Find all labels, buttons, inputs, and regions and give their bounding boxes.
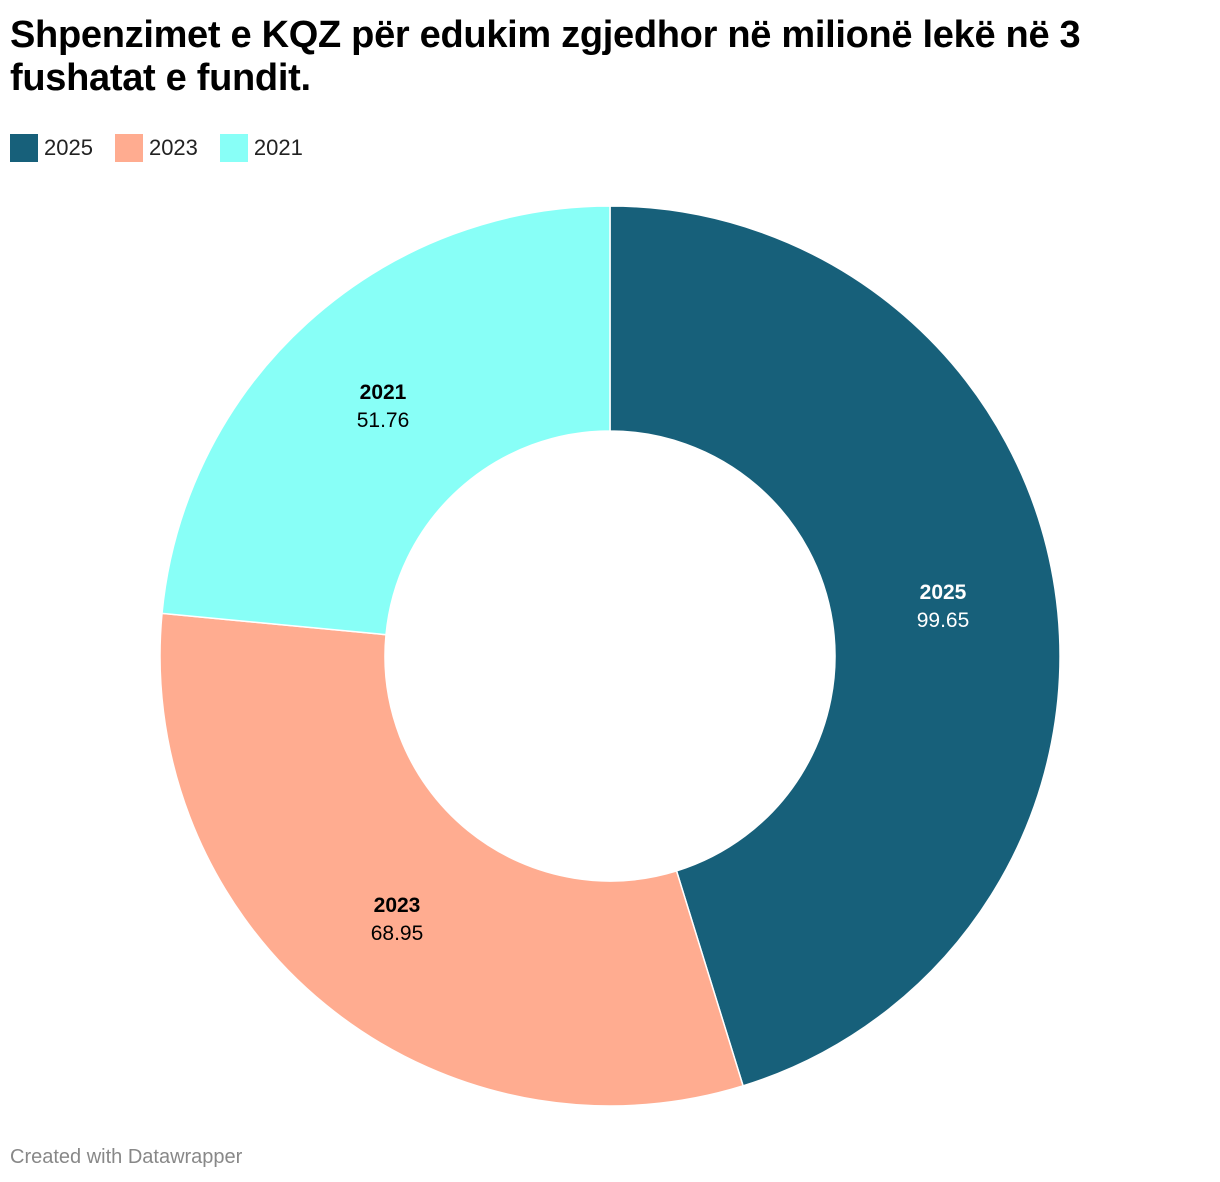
- slice-label-year: 2023: [374, 894, 421, 917]
- slice-label-value: 51.76: [357, 409, 410, 432]
- legend-label: 2023: [148, 135, 198, 160]
- legend-item-2021: 2021: [219, 134, 303, 162]
- legend-swatch: [219, 134, 248, 162]
- slice-label-year: 2021: [360, 381, 407, 404]
- legend-swatch: [114, 134, 143, 162]
- legend: 2025 2023 2021: [10, 134, 325, 162]
- slice-label-value: 99.65: [917, 609, 970, 632]
- legend-item-2025: 2025: [10, 134, 93, 162]
- donut-slice-2021: [161, 205, 611, 636]
- credit-footer: Created with Datawrapper: [10, 1146, 243, 1168]
- slice-label-year: 2025: [920, 581, 967, 604]
- donut-slice-2023: [159, 612, 745, 1107]
- legend-label: 2021: [253, 135, 303, 160]
- legend-item-2023: 2023: [114, 134, 198, 162]
- donut-slices: [159, 205, 1061, 1107]
- legend-label: 2025: [44, 135, 93, 160]
- slice-label-value: 68.95: [371, 922, 424, 945]
- chart-title: Shpenzimet e KQZ për edukim zgjedhor në …: [10, 14, 1081, 99]
- legend-swatch: [10, 134, 38, 162]
- donut-slice-2025: [609, 205, 1061, 1087]
